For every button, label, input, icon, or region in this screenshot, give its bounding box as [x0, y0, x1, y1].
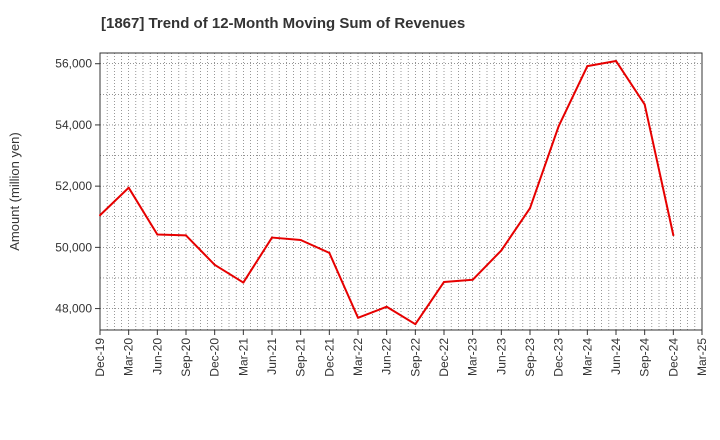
data-point: [615, 59, 617, 62]
data-point: [443, 280, 445, 283]
data-point: [271, 236, 273, 239]
x-tick-label: Jun-20: [150, 338, 164, 375]
data-point: [672, 234, 675, 237]
data-point: [185, 234, 187, 237]
x-tick-label: Mar-20: [122, 338, 136, 376]
x-tick-label: Mar-21: [236, 338, 250, 376]
data-point: [385, 305, 388, 308]
x-tick-label: Dec-20: [208, 338, 222, 377]
data-point: [586, 65, 589, 68]
data-point: [471, 278, 474, 281]
chart-title: [1867] Trend of 12-Month Moving Sum of R…: [101, 15, 466, 32]
x-tick-label: Dec-21: [322, 338, 336, 377]
y-axis-label: Amount (million yen): [7, 132, 22, 251]
data-point: [127, 186, 130, 189]
data-point: [156, 233, 159, 236]
x-tick-label: Jun-22: [380, 338, 394, 375]
x-tick-label: Sep-23: [523, 338, 537, 377]
y-tick-label: 50,000: [55, 240, 92, 254]
x-tick-label: Dec-22: [437, 338, 451, 377]
gridlines: [99, 53, 703, 330]
y-tick-label: 52,000: [55, 179, 92, 193]
y-tick-label: 54,000: [55, 118, 92, 132]
x-tick-label: Mar-22: [351, 338, 365, 376]
x-tick-label: Sep-20: [179, 338, 193, 377]
y-tick-label: 48,000: [55, 302, 92, 316]
data-point: [299, 239, 302, 242]
x-tick-label: Mar-23: [466, 338, 480, 376]
x-tick-label: Jun-24: [609, 338, 623, 375]
data-point: [500, 249, 503, 252]
x-tick-label: Dec-23: [552, 338, 566, 377]
data-point: [357, 316, 359, 319]
x-tick-label: Jun-23: [494, 338, 508, 375]
x-tick-label: Mar-24: [580, 338, 594, 376]
y-axis-ticks: 48,000 50,000 52,000 54,000 56,000: [55, 57, 100, 316]
data-point: [99, 214, 101, 217]
y-tick-label: 56,000: [55, 57, 92, 71]
x-tick-label: Sep-22: [408, 338, 422, 377]
data-point: [557, 125, 560, 128]
plot-area-frame: [99, 52, 703, 331]
data-point: [529, 207, 531, 210]
data-point: [328, 251, 331, 254]
data-point: [242, 281, 245, 284]
x-tick-label: Sep-24: [638, 338, 652, 377]
x-tick-label: Dec-24: [666, 338, 680, 377]
x-tick-label: Dec-19: [93, 338, 107, 377]
x-tick-label: Mar-25: [695, 338, 709, 376]
data-point: [414, 323, 417, 326]
series-layer: [99, 59, 675, 326]
data-point: [213, 263, 216, 266]
data-point: [643, 103, 646, 106]
x-tick-label: Sep-21: [294, 338, 308, 377]
x-tick-label: Jun-21: [265, 338, 279, 375]
x-axis-ticks: Dec-19 Mar-20 Jun-20 Sep-20 Dec-20 Mar-21 Jun-…: [93, 330, 709, 377]
